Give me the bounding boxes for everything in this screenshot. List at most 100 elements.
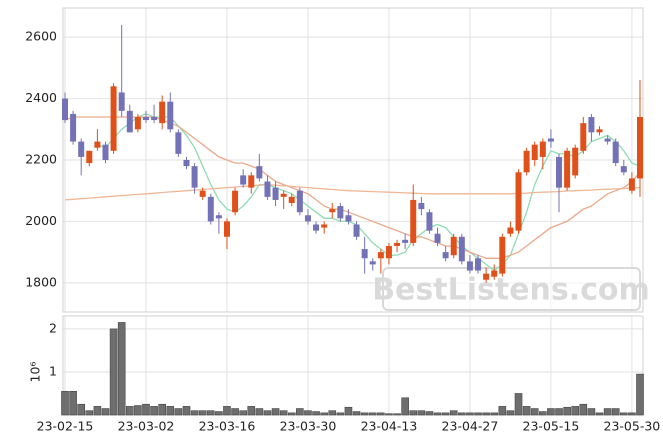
candle-body xyxy=(329,209,336,213)
candle-body xyxy=(272,187,279,200)
volume-bar xyxy=(441,412,450,416)
volume-bar xyxy=(93,406,102,416)
candle-body xyxy=(223,221,230,237)
volume-bar xyxy=(69,391,77,416)
volume-bar xyxy=(571,406,580,416)
volume-bar xyxy=(304,410,312,416)
y-tick-label: 1 xyxy=(49,363,57,378)
volume-bar xyxy=(360,412,369,416)
volume-bar xyxy=(117,322,126,416)
candle-body xyxy=(556,156,563,188)
volume-bar xyxy=(401,397,409,416)
candle-body xyxy=(337,206,344,219)
volume-panel xyxy=(62,315,644,416)
volume-bar xyxy=(263,410,272,416)
volume-bar xyxy=(142,403,150,416)
volume-bar xyxy=(125,406,134,416)
candle-body xyxy=(442,252,449,259)
volume-bar xyxy=(393,413,401,416)
candle-body xyxy=(369,261,376,265)
volume-bar xyxy=(458,412,466,416)
candle-body xyxy=(134,117,141,130)
candle-body xyxy=(207,196,214,222)
candle-body xyxy=(531,144,538,160)
candle-body xyxy=(637,117,643,179)
volume-bar xyxy=(636,373,644,416)
candle-body xyxy=(321,224,328,228)
candle-body xyxy=(175,132,182,154)
y-tick-label: 2000 xyxy=(25,213,57,228)
candle-body xyxy=(475,258,482,271)
volume-bar xyxy=(239,410,247,416)
volume-bar xyxy=(603,408,612,416)
candle-body xyxy=(288,196,295,203)
candle-body xyxy=(628,178,635,191)
candle-body xyxy=(126,110,133,133)
volume-bar xyxy=(271,408,280,416)
candle-body xyxy=(62,98,68,121)
volume-bar xyxy=(474,412,482,416)
volume-bar xyxy=(344,406,353,416)
volume-bar xyxy=(433,412,442,416)
candle-body xyxy=(94,141,101,148)
volume-bar xyxy=(61,391,69,416)
candle-body xyxy=(523,150,530,173)
moving-average-line xyxy=(64,183,641,201)
volume-bar xyxy=(166,406,175,416)
volume-bar xyxy=(77,403,85,416)
volume-bar xyxy=(522,406,531,416)
candle-body xyxy=(248,175,255,188)
volume-bar xyxy=(620,412,628,416)
volume-bar xyxy=(490,412,499,416)
candle-body xyxy=(604,138,611,142)
volume-bar xyxy=(328,410,337,416)
candle-body xyxy=(167,101,174,130)
candle-body xyxy=(458,236,465,262)
volume-bar xyxy=(530,408,539,416)
candle-body xyxy=(547,138,554,142)
candle-body xyxy=(483,273,490,280)
volume-bar xyxy=(482,412,490,416)
candle-body xyxy=(402,239,409,243)
y-tick-label: 2200 xyxy=(25,152,57,167)
candle-body xyxy=(426,212,433,231)
volume-bar xyxy=(417,410,426,416)
volume-bar xyxy=(539,411,547,416)
x-tick-label: 23-03-02 xyxy=(118,419,175,434)
volume-bar xyxy=(449,410,458,416)
volume-bar xyxy=(134,405,142,416)
y-tick-label: 2600 xyxy=(25,29,57,44)
volume-bar xyxy=(385,413,393,416)
candle-body xyxy=(434,233,441,243)
volume-bar xyxy=(174,408,183,416)
volume-bar xyxy=(587,408,596,416)
x-tick-label: 23-05-30 xyxy=(604,419,661,434)
volume-bar xyxy=(296,408,304,416)
volume-bar xyxy=(506,410,515,416)
x-tick-label: 23-05-15 xyxy=(523,419,580,434)
candle-body xyxy=(142,117,149,121)
candle-body xyxy=(296,190,303,213)
candle-body xyxy=(620,166,627,173)
volume-axis-label: 10⁶ xyxy=(28,362,43,383)
volume-bar xyxy=(336,412,345,416)
volume-bar xyxy=(547,408,555,416)
volume-bar xyxy=(579,403,588,416)
y-tick-label: 1800 xyxy=(25,274,57,289)
volume-bar xyxy=(198,410,207,416)
volume-bar xyxy=(498,406,507,416)
candle-body xyxy=(499,236,506,274)
watermark-box xyxy=(382,267,641,311)
y-tick-label: 2 xyxy=(49,320,57,335)
volume-bar xyxy=(182,406,191,416)
x-tick-label: 23-04-27 xyxy=(442,419,499,434)
x-tick-label: 23-03-16 xyxy=(199,419,256,434)
candle-body xyxy=(612,141,619,164)
y-tick-label: 2400 xyxy=(25,90,57,105)
volume-bar xyxy=(377,412,385,416)
candle-body xyxy=(377,252,384,259)
volume-bar xyxy=(150,406,158,416)
volume-bar xyxy=(158,403,166,416)
volume-bar xyxy=(287,412,296,416)
